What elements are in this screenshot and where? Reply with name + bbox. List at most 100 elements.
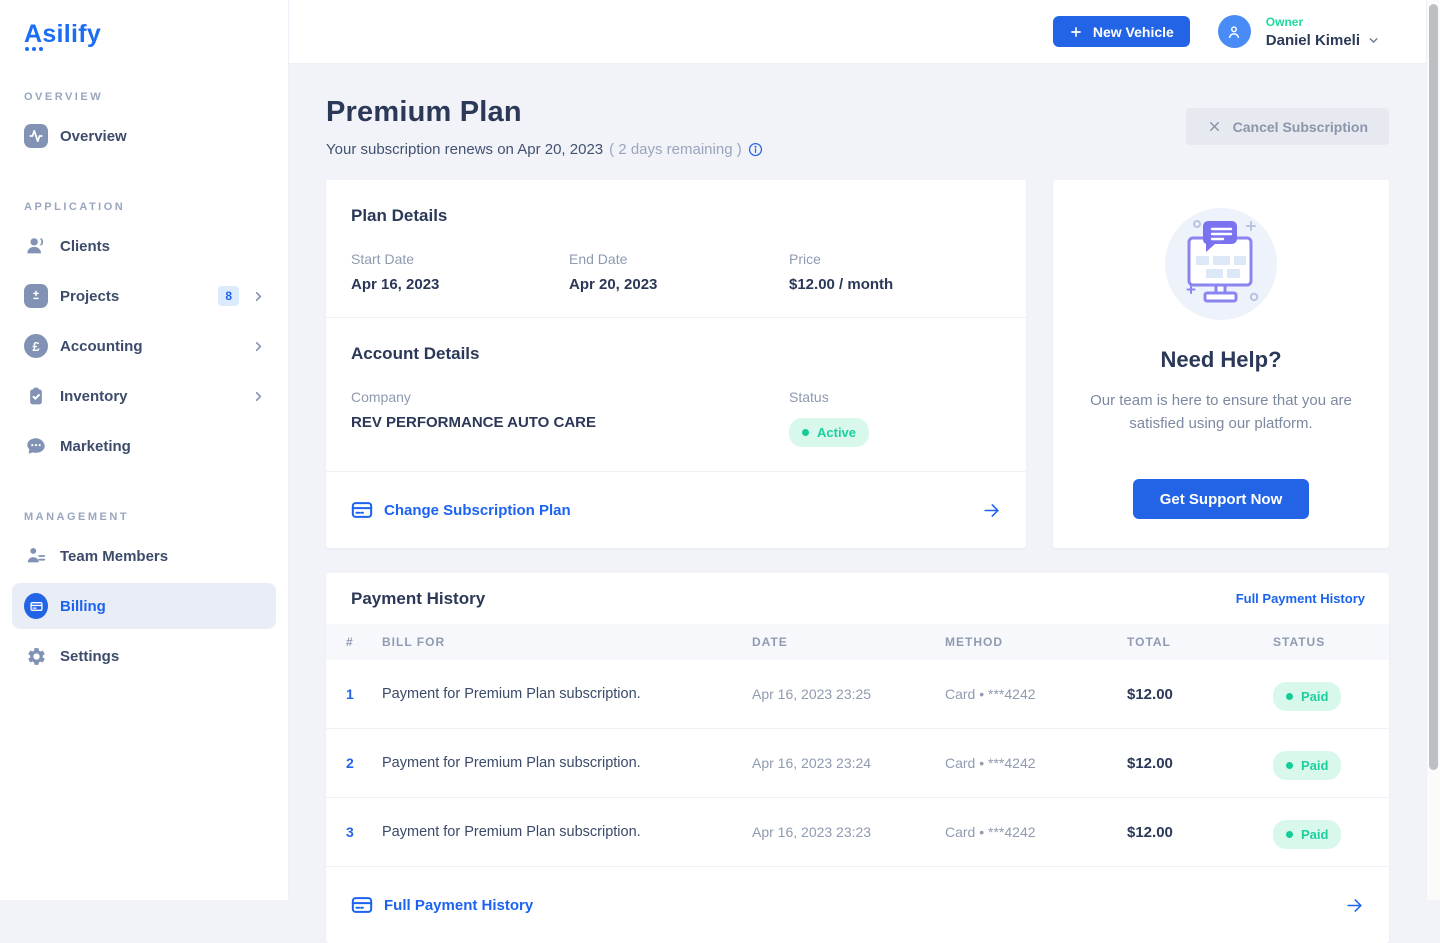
brand-logo[interactable]: Asilify — [24, 20, 114, 51]
sidebar-item-inventory[interactable]: Inventory — [12, 373, 276, 419]
column-header-status: STATUS — [1273, 635, 1326, 649]
need-help-line2: satisfied using our platform. — [1129, 415, 1313, 432]
status-badge: Active — [789, 418, 870, 447]
bill-for-cell: Payment for Premium Plan subscription. — [382, 755, 641, 771]
sidebar: Asilify OVERVIEW Overview APPLICATION Cl… — [0, 0, 289, 900]
arrow-right-icon — [1345, 896, 1364, 915]
sidebar-item-clients[interactable]: Clients — [12, 223, 276, 269]
page-content: Premium Plan Your subscription renews on… — [289, 64, 1440, 943]
chevron-down-icon — [1367, 34, 1380, 47]
credit-card-icon — [351, 499, 373, 521]
sidebar-item-label: Billing — [60, 597, 106, 615]
subscription-renewal-text: Your subscription renews on Apr 20, 2023… — [326, 141, 763, 158]
table-row: 1 Payment for Premium Plan subscription.… — [326, 660, 1389, 729]
account-details-section: Account Details Company REV PERFORMANCE … — [326, 318, 1026, 471]
field-label: End Date — [569, 251, 628, 267]
column-header-num: # — [346, 635, 354, 649]
sidebar-item-overview[interactable]: Overview — [12, 113, 276, 159]
team-member-icon — [24, 544, 48, 568]
plan-account-card: Plan Details Start Date Apr 16, 2023 End… — [326, 180, 1026, 548]
field-value: Apr 16, 2023 — [351, 276, 440, 293]
main-area: New Vehicle Owner Daniel Kimeli Premium … — [289, 0, 1440, 943]
sidebar-item-label: Marketing — [60, 437, 131, 455]
chat-bubble-icon — [24, 434, 48, 458]
section-label-application: APPLICATION — [24, 201, 126, 213]
change-subscription-plan-label: Change Subscription Plan — [384, 501, 571, 519]
new-vehicle-button[interactable]: New Vehicle — [1052, 16, 1190, 47]
close-icon — [1207, 119, 1222, 134]
full-payment-history-footer-label: Full Payment History — [384, 896, 534, 914]
field-value: Apr 20, 2023 — [569, 276, 658, 293]
sidebar-item-accounting[interactable]: £ Accounting — [12, 323, 276, 369]
field-end-date: End Date Apr 20, 2023 — [569, 251, 789, 293]
change-subscription-plan-link[interactable]: Change Subscription Plan — [326, 472, 1026, 548]
plan-details-section: Plan Details Start Date Apr 16, 2023 End… — [326, 180, 1026, 317]
clipboard-check-icon — [24, 384, 48, 408]
status-badge: Paid — [1273, 750, 1342, 780]
payment-history-card: Payment History Full Payment History # B… — [326, 573, 1389, 943]
full-payment-history-link[interactable]: Full Payment History — [1235, 591, 1365, 606]
sidebar-item-team-members[interactable]: Team Members — [12, 533, 276, 579]
status-badge: Paid — [1273, 681, 1342, 711]
need-help-card: Need Help? Our team is here to ensure th… — [1053, 180, 1389, 548]
sidebar-item-label: Projects — [60, 287, 120, 305]
pound-circle-icon: £ — [24, 334, 48, 358]
sidebar-item-projects[interactable]: Projects 8 — [12, 273, 276, 319]
activity-icon — [24, 124, 48, 148]
payment-history-title: Payment History — [351, 588, 486, 608]
row-number-link[interactable]: 3 — [346, 824, 354, 840]
sidebar-item-settings[interactable]: Settings — [12, 633, 276, 679]
table-row: 2 Payment for Premium Plan subscription.… — [326, 729, 1389, 798]
column-header-bill: BILL FOR — [382, 635, 446, 649]
page-scrollbar — [1426, 0, 1440, 900]
table-row: 3 Payment for Premium Plan subscription.… — [326, 798, 1389, 867]
user-role-label: Owner — [1265, 14, 1304, 29]
get-support-button[interactable]: Get Support Now — [1132, 479, 1310, 519]
gear-icon — [24, 644, 48, 668]
section-label-overview: OVERVIEW — [24, 91, 104, 103]
method-cell: Card • ***4242 — [945, 755, 1036, 771]
user-avatar-icon — [1217, 15, 1251, 48]
user-menu[interactable]: Owner Daniel Kimeli — [1217, 14, 1380, 49]
page-title: Premium Plan — [326, 96, 522, 128]
row-number-link[interactable]: 1 — [346, 686, 354, 702]
need-help-line1: Our team is here to ensure that you are — [1090, 392, 1352, 409]
credit-card-icon — [351, 894, 373, 916]
field-price: Price $12.00 / month — [789, 251, 1001, 293]
projects-count-badge: 8 — [218, 286, 239, 306]
info-icon[interactable] — [748, 142, 763, 157]
account-details-title: Account Details — [351, 344, 480, 363]
renewal-date-text: Your subscription renews on Apr 20, 2023 — [326, 141, 604, 158]
divider — [326, 471, 1026, 472]
sidebar-item-label: Inventory — [60, 387, 128, 405]
sidebar-item-label: Overview — [60, 127, 127, 145]
user-name-label: Daniel Kimeli — [1265, 31, 1360, 49]
plan-details-title: Plan Details — [351, 206, 448, 225]
date-cell: Apr 16, 2023 23:25 — [752, 686, 872, 702]
field-start-date: Start Date Apr 16, 2023 — [351, 251, 569, 293]
cancel-subscription-button[interactable]: Cancel Subscription — [1185, 108, 1389, 145]
support-illustration — [1165, 208, 1277, 320]
sidebar-item-label: Settings — [60, 647, 120, 665]
sidebar-item-label: Clients — [60, 237, 111, 255]
total-cell: $12.00 — [1127, 823, 1173, 841]
cancel-subscription-label: Cancel Subscription — [1232, 118, 1368, 135]
table-header-row: # BILL FOR DATE METHOD TOTAL STATUS — [326, 624, 1389, 660]
field-value: $12.00 / month — [789, 276, 894, 293]
divider — [326, 317, 1026, 318]
field-status: Status Active — [789, 389, 1001, 447]
status-label: Active — [817, 425, 857, 440]
status-dot-icon — [802, 429, 809, 436]
status-label: Paid — [1301, 688, 1329, 704]
scrollbar-thumb[interactable] — [1429, 4, 1438, 770]
chevron-right-icon — [251, 339, 266, 354]
sidebar-item-billing[interactable]: Billing — [12, 583, 276, 629]
full-payment-history-footer-link[interactable]: Full Payment History — [326, 867, 1389, 943]
sidebar-item-marketing[interactable]: Marketing — [12, 423, 276, 469]
section-label-management: MANAGEMENT — [24, 511, 130, 523]
clients-icon — [24, 234, 48, 258]
field-company: Company REV PERFORMANCE AUTO CARE — [351, 389, 789, 447]
status-dot-icon — [1286, 761, 1293, 769]
chevron-right-icon — [251, 389, 266, 404]
row-number-link[interactable]: 2 — [346, 755, 354, 771]
